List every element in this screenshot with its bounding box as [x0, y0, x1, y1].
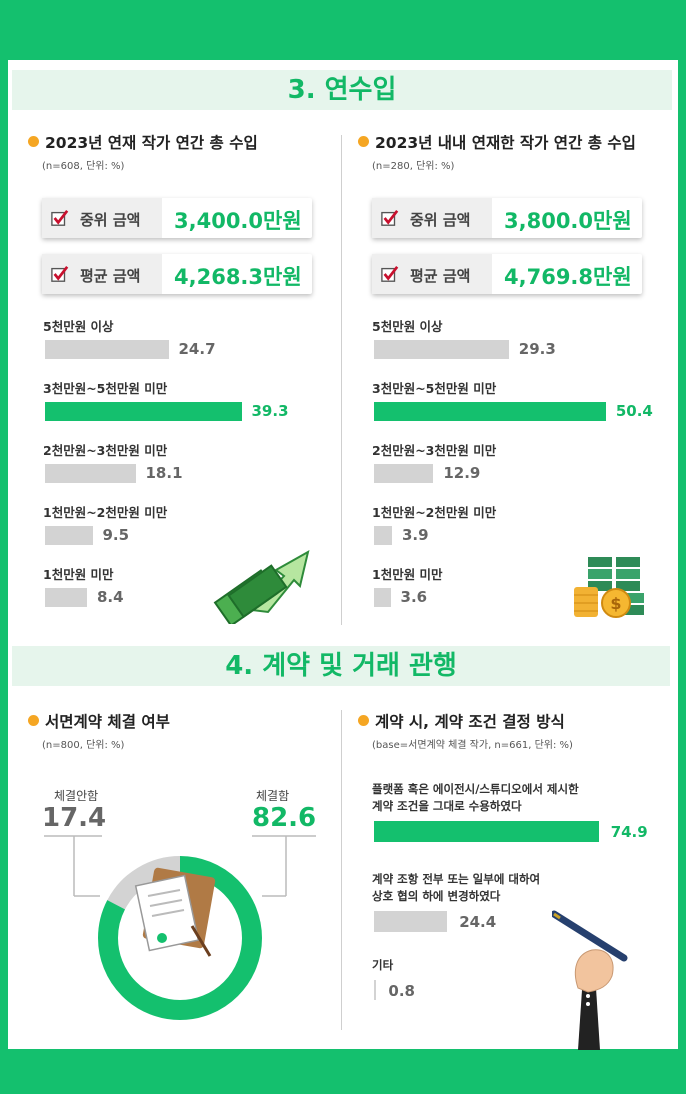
bar [374, 526, 392, 545]
bar-label-line: 계약 조건을 그대로 수용하였다 [372, 799, 522, 813]
bar-value-label: 29.3 [518, 340, 556, 358]
income-right-note: (n=280, 단위: %) [372, 161, 455, 172]
section4-title: 4. 계약 및 거래 관행 [12, 646, 670, 686]
bar-label: 3천만원~5천만원 미만 [43, 381, 168, 396]
bar-label-line: 플랫폼 혹은 에이전시/스튜디오에서 제시한 [372, 782, 579, 796]
mean-box-left: 평균 금액 4,268.3만원 [42, 254, 312, 294]
bar [45, 464, 136, 483]
bar-label: 1천만원 미만 [372, 567, 443, 582]
mean-value-left: 4,268.3만원 [174, 265, 302, 289]
bar-value-label: 74.9 [610, 823, 648, 841]
bullet-dot-icon [28, 136, 39, 147]
bar-value-label: 8.4 [97, 588, 124, 606]
bar [374, 464, 434, 483]
contract-left-heading: 서면계약 체결 여부 [28, 710, 170, 732]
bar-label: 1천만원~2천만원 미만 [43, 505, 168, 520]
median-box-left: 중위 금액 3,400.0만원 [42, 198, 312, 238]
bar-label: 2천만원~3천만원 미만 [43, 443, 168, 458]
bullet-dot-icon [358, 136, 369, 147]
income-right-heading: 2023년 내내 연재한 작가 연간 총 수입 [358, 131, 636, 153]
bar-label: 2천만원~3천만원 미만 [372, 443, 497, 458]
median-box-right: 중위 금액 3,800.0만원 [372, 198, 642, 238]
bar-value-label: 24.7 [178, 340, 216, 358]
median-value-right: 3,800.0만원 [504, 209, 632, 233]
bar-label: 기타 [372, 957, 393, 974]
donut-label-yes: 체결함 [256, 789, 290, 803]
donut-value-yes: 82.6 [252, 803, 317, 833]
check-icon [381, 209, 399, 226]
bar [374, 340, 509, 359]
bar-value-label: 18.1 [145, 464, 183, 482]
contract-donut-chart [44, 835, 316, 1021]
donut-value-no: 17.4 [42, 803, 107, 833]
bar-value-label: 0.8 [388, 982, 415, 1000]
bar-value-label: 39.3 [251, 402, 289, 420]
contract-documents-icon [134, 867, 216, 957]
money-stack-icon: $ [574, 557, 644, 618]
bar [374, 821, 599, 842]
bar-value-label: 9.5 [102, 526, 130, 544]
bar-label: 1천만원~2천만원 미만 [372, 505, 497, 520]
bar-label: 5천만원 이상 [43, 319, 114, 334]
pen-hand-icon [552, 910, 628, 1050]
mean-value-right: 4,769.8만원 [504, 265, 632, 289]
contract-left-note: (n=800, 단위: %) [42, 740, 125, 751]
check-icon [381, 265, 399, 282]
bar-label: 1천만원 미만 [43, 567, 114, 582]
bar-value-label: 24.4 [459, 913, 497, 931]
bar [374, 588, 391, 607]
bullet-dot-icon [28, 715, 39, 726]
bar-label-line: 상호 협의 하에 변경하였다 [372, 889, 501, 903]
contract-right-heading: 계약 시, 계약 조건 결정 방식 [358, 710, 565, 732]
bar-value-label: 50.4 [615, 402, 653, 420]
bar [374, 402, 606, 421]
bar [45, 340, 169, 359]
svg-text:$: $ [610, 594, 621, 613]
bar-label: 5천만원 이상 [372, 319, 443, 334]
donut-slice-1 [98, 856, 262, 1020]
income-left-note: (n=608, 단위: %) [42, 161, 125, 172]
bar-value-label: 12.9 [443, 464, 481, 482]
bar [374, 980, 377, 1000]
bar [45, 526, 93, 545]
income-divider [341, 135, 342, 625]
median-value-left: 3,400.0만원 [174, 209, 302, 233]
check-icon [51, 265, 69, 282]
income-left-heading: 2023년 연재 작가 연간 총 수입 [28, 131, 258, 153]
check-icon [51, 209, 69, 226]
bar-label: 3천만원~5천만원 미만 [372, 381, 497, 396]
bar-label-line: 계약 조항 전부 또는 일부에 대하여 [372, 872, 541, 886]
bar-value-label: 3.6 [400, 588, 428, 606]
mean-box-right: 평균 금액 4,769.8만원 [372, 254, 642, 294]
bar-label-line: 기타 [372, 958, 394, 972]
bullet-dot-icon [358, 715, 369, 726]
money-arrow-icon [213, 550, 310, 624]
bar [374, 911, 448, 932]
contract-divider [341, 710, 342, 1030]
bar-value-label: 3.9 [401, 526, 429, 544]
contract-right-note: (base=서면계약 체결 작가, n=661, 단위: %) [372, 740, 573, 751]
bar [45, 402, 242, 421]
section3-title: 3. 연수입 [12, 70, 672, 110]
bar [45, 588, 87, 607]
donut-label-no: 체결안함 [54, 789, 99, 803]
